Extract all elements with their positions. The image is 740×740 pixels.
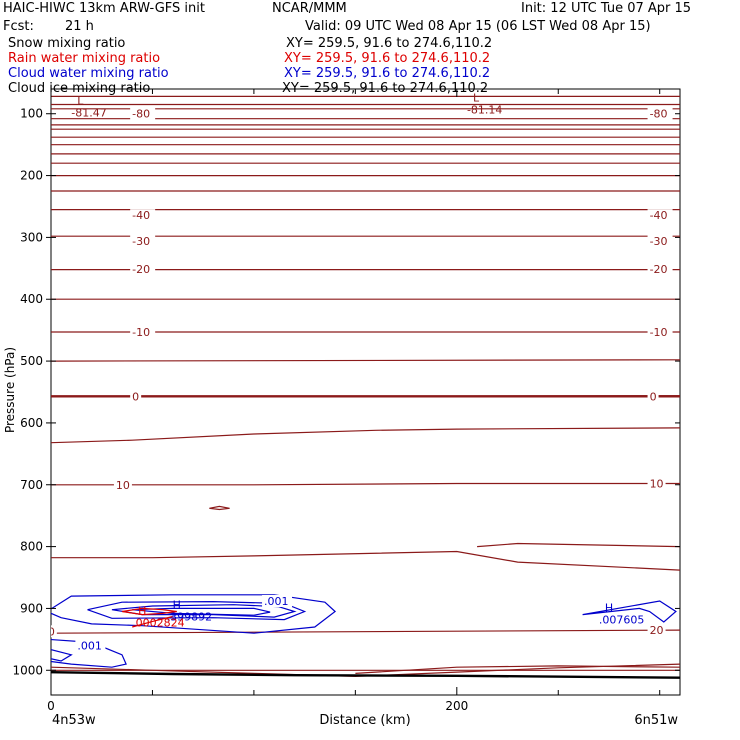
y-tick-label: 500 [20, 354, 43, 368]
legend-xy-snow: XY= 259.5, 91.6 to 274.6,110.2 [286, 36, 493, 51]
init-time: Init: 12 UTC Tue 07 Apr 15 [521, 1, 692, 16]
isotherm-label: -40 [650, 209, 668, 222]
extremum-marker: L [77, 94, 84, 107]
contour-label-bg [647, 235, 673, 248]
contour-label-bg [130, 262, 156, 275]
y-tick-label: 400 [20, 292, 43, 306]
contour-label-bg [647, 477, 666, 490]
cloud-water-contour [582, 600, 677, 623]
isotherm-label: 20 [41, 625, 55, 638]
extremum-marker: H [605, 602, 613, 615]
contour-label-bg [130, 209, 156, 222]
contour-label-bg [647, 107, 673, 120]
valid-time: Valid: 09 UTC Wed 08 Apr 15 (06 LST Wed … [305, 19, 651, 34]
x-tick-label: 0 [47, 699, 55, 713]
rain-contour [121, 607, 177, 616]
isotherm-line [355, 665, 680, 674]
plot-frame [50, 88, 681, 696]
x-start-location: 4n53w [52, 713, 96, 728]
ground-line [51, 670, 680, 679]
contour-label-bg [647, 326, 673, 339]
forecast-hours: 21 h [65, 19, 94, 34]
legend-xy-cloud-water: XY= 259.5, 91.6 to 274.6,110.2 [284, 66, 491, 81]
contour-label-bg [113, 478, 132, 491]
isotherm-line [477, 542, 680, 548]
x-tick-label: 200 [445, 699, 468, 713]
isotherm-label: -30 [650, 235, 668, 248]
isotherm-label: -20 [132, 263, 150, 276]
org-label: NCAR/MMM [272, 1, 347, 16]
extremum-marker: L [473, 91, 480, 104]
contour-label-bg [75, 639, 106, 652]
extremum-marker: H [138, 605, 146, 618]
extremum-value: .399892 [167, 610, 213, 623]
y-axis-label: Pressure (hPa) [3, 347, 17, 433]
contour-label-bg [130, 107, 156, 120]
isotherm-label: -40 [132, 209, 150, 222]
forecast-label: Fcst: [3, 19, 34, 34]
isotherm-line [51, 550, 680, 571]
cloud-water-contour [87, 600, 307, 621]
isotherm-label: 0 [650, 390, 657, 403]
y-tick-label: 100 [20, 107, 43, 121]
cloud-water-contour [132, 607, 271, 616]
cloud-water-label: .001 [77, 640, 102, 653]
isotherm-label: 10 [116, 479, 130, 492]
contour-label-bg [130, 235, 156, 248]
isotherm-label: -10 [650, 326, 668, 339]
extremum-value: .0002824 [132, 617, 185, 630]
cloud-water-contour [51, 649, 73, 662]
cloud-water-contour [51, 594, 337, 634]
extremum-marker: H [173, 598, 181, 611]
isotherm-label: 20 [650, 624, 664, 637]
extremum-value: .007605 [599, 614, 645, 627]
x-axis-label: Distance (km) [319, 713, 410, 728]
isotherm-label: 10 [650, 478, 664, 491]
contour-label-bg [647, 390, 659, 403]
legend-xy-rain: XY= 259.5, 91.6 to 274.6,110.2 [284, 51, 491, 66]
y-tick-label: 900 [20, 601, 43, 615]
isotherm-label: -30 [132, 235, 150, 248]
isotherm-line [51, 359, 680, 362]
extremum-value: -81.14 [467, 103, 502, 116]
isotherm-label: -20 [650, 263, 668, 276]
model-title: HAIC-HIWC 13km ARW-GFS init [3, 1, 205, 16]
cloud-water-label: .001 [264, 595, 289, 608]
isotherm-line [51, 629, 680, 634]
isotherm-label: -10 [132, 326, 150, 339]
contour-label-bg [130, 326, 156, 339]
x-end-location: 6n51w [634, 713, 678, 728]
legend-name-snow: Snow mixing ratio [8, 36, 126, 51]
contour-label-bg [647, 209, 673, 222]
contour-label-bg [262, 595, 293, 608]
isotherm-line [51, 427, 680, 444]
rain-contour [132, 615, 173, 628]
contour-label-bg [130, 390, 142, 403]
isotherm-label: -80 [650, 108, 668, 121]
extremum-value: -81.47 [71, 106, 106, 119]
y-tick-label: 600 [20, 416, 43, 430]
contour-label-bg [647, 624, 666, 637]
contour-label-bg [51, 625, 57, 638]
y-tick-label: 300 [20, 230, 43, 244]
y-tick-label: 1000 [12, 663, 43, 677]
y-tick-label: 800 [20, 540, 43, 554]
y-tick-label: 700 [20, 478, 43, 492]
legend-name-cloud-water: Cloud water mixing ratio [8, 66, 169, 81]
cloud-water-contour [111, 604, 297, 618]
isotherm-label: -80 [132, 108, 150, 121]
y-tick-label: 200 [20, 169, 43, 183]
contour-label-bg [647, 262, 673, 275]
legend-name-rain: Rain water mixing ratio [8, 51, 161, 66]
isotherm-label: 0 [132, 390, 139, 403]
isotherm-line [51, 482, 680, 486]
isotherm-loop [209, 505, 230, 511]
